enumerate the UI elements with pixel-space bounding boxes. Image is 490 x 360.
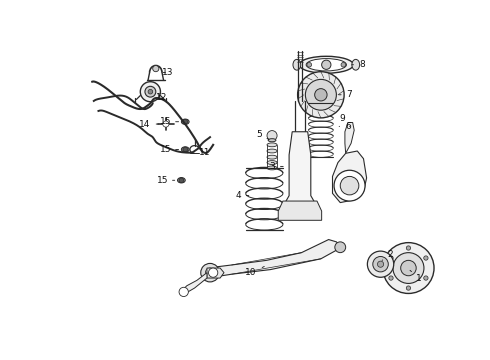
Text: 13: 13 [163,68,174,77]
Polygon shape [181,273,207,293]
Ellipse shape [181,119,189,125]
Ellipse shape [299,56,353,73]
Text: 4: 4 [235,191,249,200]
Circle shape [209,268,218,277]
Text: 15: 15 [160,145,172,154]
Circle shape [406,286,411,290]
Circle shape [305,80,336,110]
Circle shape [148,89,153,94]
Circle shape [153,66,159,72]
Circle shape [406,246,411,250]
Text: 15: 15 [157,176,168,185]
Circle shape [424,256,428,260]
Circle shape [377,261,384,267]
Text: 9: 9 [339,114,349,126]
Circle shape [179,287,188,297]
Ellipse shape [177,177,185,183]
Circle shape [383,243,434,293]
Circle shape [341,62,345,67]
Circle shape [183,147,188,152]
Ellipse shape [268,139,276,142]
Text: 3: 3 [269,162,283,171]
Circle shape [140,82,160,102]
Circle shape [401,260,416,276]
Text: 2: 2 [382,251,393,260]
Text: 5: 5 [256,130,269,139]
Ellipse shape [267,161,277,165]
Text: 11: 11 [199,148,210,157]
Ellipse shape [267,149,277,153]
Text: 10: 10 [245,266,264,277]
Circle shape [163,121,169,127]
Circle shape [335,242,345,253]
Circle shape [389,256,393,260]
Polygon shape [207,268,224,278]
Circle shape [307,62,312,67]
Text: 15: 15 [160,117,172,126]
Text: 12: 12 [156,93,168,102]
Text: 7: 7 [339,90,352,99]
Circle shape [297,72,344,118]
Circle shape [321,60,331,69]
Ellipse shape [267,143,277,147]
Ellipse shape [181,147,189,152]
Circle shape [340,176,359,195]
Circle shape [389,276,393,280]
Polygon shape [286,132,314,214]
Ellipse shape [306,59,346,71]
Ellipse shape [267,166,277,170]
Circle shape [334,170,365,201]
Circle shape [315,89,327,101]
Ellipse shape [352,59,360,70]
Text: 1: 1 [410,270,422,283]
Circle shape [145,86,156,97]
Circle shape [205,268,215,277]
Circle shape [424,276,428,280]
Ellipse shape [267,155,277,159]
Circle shape [373,256,388,272]
Ellipse shape [293,59,301,70]
Text: 8: 8 [352,60,365,69]
Circle shape [179,178,184,183]
Circle shape [201,264,220,282]
Circle shape [393,253,424,283]
Polygon shape [333,151,367,203]
Text: 6: 6 [339,122,351,131]
Polygon shape [207,239,342,278]
Circle shape [267,131,277,141]
Circle shape [368,251,394,277]
Polygon shape [278,201,321,220]
Text: 14: 14 [139,120,158,129]
Polygon shape [345,122,354,153]
Circle shape [183,120,188,124]
